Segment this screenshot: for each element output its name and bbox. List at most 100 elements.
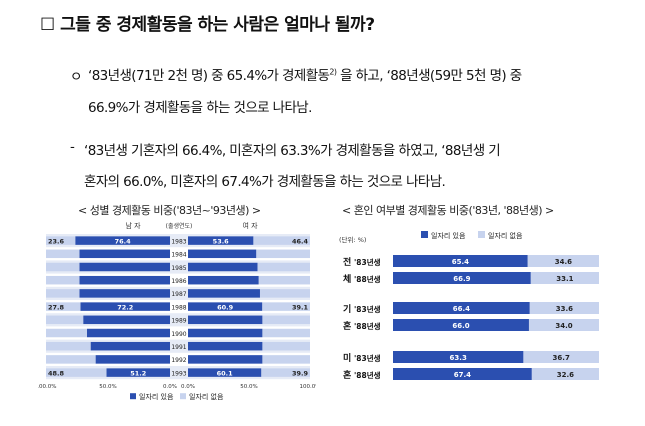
row-label: '88년생 — [354, 321, 381, 331]
data-label-male-employed: 72.2 — [117, 303, 133, 311]
row-label: '83년생 — [354, 257, 381, 267]
group-label-top: 전 — [343, 256, 351, 268]
male-header: 남 자 — [125, 221, 141, 230]
axis-tick-right: 50.0% — [240, 384, 257, 390]
legend-label-unemployed: 일자리 없음 — [189, 392, 224, 401]
year-label: 1989 — [171, 318, 186, 325]
bar-female-unemployed — [262, 328, 310, 338]
bar-male-employed — [79, 275, 170, 285]
unit-label: (단위: %) — [339, 235, 366, 244]
year-label: 1983 — [171, 238, 186, 245]
bar-female-unemployed — [258, 275, 310, 285]
bullet1-text-b: 을 하고, ‘88년생(59만 5천 명) 중 — [340, 68, 522, 84]
year-label: 1993 — [171, 370, 186, 377]
bar-male-unemployed — [46, 302, 81, 311]
bar-female-employed — [188, 302, 263, 311]
bar-male-unemployed — [46, 236, 76, 245]
bar-female-employed — [188, 289, 260, 298]
bar-employed — [393, 368, 532, 380]
axis-tick-left: 100.0% — [38, 384, 56, 390]
bar-unemployed — [530, 272, 599, 284]
female-header: 여 자 — [242, 221, 258, 230]
section-heading: ☐ 그들 중 경제활동을 하는 사람은 얼마나 될까? — [40, 15, 375, 35]
bar-female-employed — [188, 262, 258, 272]
bar-female-unemployed — [262, 341, 310, 351]
data-label-employed: 67.4 — [454, 371, 471, 379]
data-label-female-unemployed: 39.9 — [292, 369, 309, 377]
bar-male-employed — [86, 328, 170, 338]
bar-female-unemployed — [257, 262, 310, 272]
bar-female-employed — [188, 236, 254, 245]
data-label-unemployed: 36.7 — [553, 354, 570, 362]
data-label-male-employed: 51.2 — [130, 369, 146, 377]
bullet2-line2: 혼자의 66.0%, 미혼자의 67.4%가 경제활동을 하는 것으로 나타남. — [84, 174, 446, 190]
bar-male-employed — [79, 289, 170, 298]
data-label-unemployed: 32.6 — [557, 371, 574, 379]
legend-swatch-employed — [421, 231, 428, 238]
bar-female-employed — [188, 355, 263, 364]
legend-label-unemployed: 일자리 없음 — [488, 231, 523, 240]
axis-tick-right: 0.0% — [181, 384, 195, 390]
bar-unemployed — [528, 319, 599, 331]
bar-female-unemployed — [261, 368, 310, 377]
bar-employed — [393, 302, 530, 314]
bar-female-employed — [188, 341, 263, 351]
bar-male-unemployed — [46, 315, 84, 325]
bar-male-employed — [90, 341, 170, 351]
year-label: 1987 — [171, 291, 186, 298]
data-label-female-unemployed: 46.4 — [292, 237, 309, 245]
axis-tick-right: 100.0% — [300, 384, 316, 390]
data-label-female-employed: 60.9 — [217, 303, 234, 311]
legend-swatch-employed — [130, 393, 136, 400]
group-label-bottom: 혼 — [343, 369, 351, 381]
bar-male-unemployed — [46, 289, 80, 298]
data-label-female-unemployed: 39.1 — [292, 303, 309, 311]
bar-male-unemployed — [46, 341, 91, 351]
legend-label-employed: 일자리 있음 — [139, 392, 174, 401]
bar-female-employed — [188, 315, 263, 325]
bullet-marker-dash: - — [70, 139, 75, 155]
bar-female-employed — [188, 249, 257, 259]
legend-label-employed: 일자리 있음 — [431, 231, 466, 240]
year-label: 1984 — [171, 252, 186, 259]
data-label-unemployed: 34.0 — [555, 322, 572, 330]
data-label-male-employed: 76.4 — [115, 237, 132, 245]
year-label: 1992 — [171, 357, 186, 364]
bar-employed — [393, 255, 528, 267]
bullet1-text-a: ‘83년생(71만 2천 명) 중 65.4%가 경제활동 — [88, 68, 330, 84]
axis-tick-left: 50.0% — [99, 384, 116, 390]
bar-male-unemployed — [46, 249, 80, 259]
bar-female-employed — [188, 368, 262, 377]
bar-unemployed — [527, 255, 599, 267]
bar-male-unemployed — [46, 262, 80, 272]
year-label: 1991 — [171, 344, 186, 351]
data-label-unemployed: 34.6 — [555, 258, 572, 266]
data-label-unemployed: 33.1 — [556, 275, 573, 283]
axis-tick-left: 0.0% — [163, 384, 177, 390]
row-label: '83년생 — [354, 304, 381, 314]
group-label-top: 미 — [343, 352, 351, 364]
year-header: (출생연도) — [166, 222, 193, 230]
bar-female-unemployed — [262, 315, 310, 325]
bar-male-employed — [106, 368, 170, 377]
bar-unemployed — [523, 351, 599, 363]
bullet1-line1: ‘83년생(71만 2천 명) 중 65.4%가 경제활동2) 을 하고, ‘8… — [88, 64, 522, 85]
data-label-employed: 66.9 — [453, 275, 470, 283]
data-label-employed: 63.3 — [450, 354, 467, 362]
row-label: '83년생 — [354, 353, 381, 363]
bullet-marker-circle: ㅇ — [70, 69, 82, 85]
year-label: 1990 — [171, 331, 186, 338]
legend-swatch-unemployed — [180, 393, 186, 400]
bar-male-unemployed — [46, 355, 96, 364]
bullet2-line1: ‘83년생 기혼자의 66.4%, 미혼자의 63.3%가 경제활동을 하였고,… — [84, 143, 501, 159]
bar-male-employed — [95, 355, 170, 364]
data-label-male-unemployed: 23.6 — [48, 237, 65, 245]
bar-female-employed — [188, 328, 263, 338]
data-label-female-employed: 53.6 — [213, 237, 230, 245]
data-label-female-employed: 60.1 — [217, 369, 234, 377]
bar-male-employed — [80, 302, 170, 311]
data-label-employed: 66.4 — [453, 305, 470, 313]
bar-employed — [393, 272, 531, 284]
row-label: '88년생 — [354, 370, 381, 380]
